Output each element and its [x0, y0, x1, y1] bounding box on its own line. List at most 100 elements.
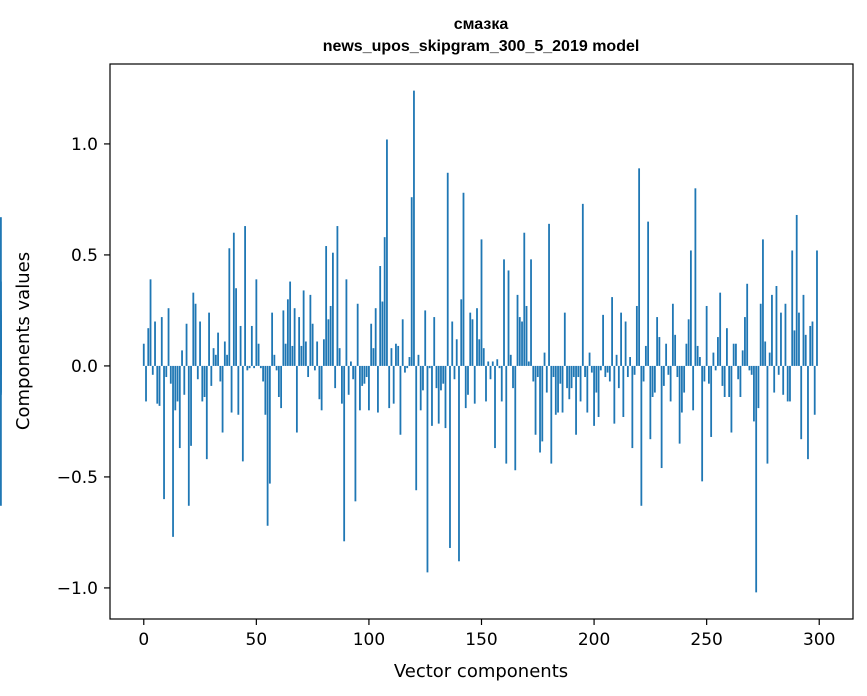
- bar-168: [521, 321, 523, 366]
- bar-260: [728, 365, 731, 397]
- bar-3: [149, 279, 152, 366]
- bar-157: [496, 359, 499, 366]
- bar-136: [449, 365, 451, 548]
- y-tick-label: −0.5: [57, 468, 98, 488]
- bar-229: [658, 337, 661, 366]
- bar-73: [307, 365, 310, 378]
- bar-77: [316, 341, 319, 366]
- bar-174: [534, 365, 537, 435]
- bar-138: [453, 365, 456, 380]
- bar-221: [640, 365, 643, 506]
- bar-194: [579, 365, 582, 402]
- bar-298: [813, 365, 816, 415]
- bar-187: [563, 312, 566, 366]
- bar-67: [293, 308, 296, 366]
- bar-15: [176, 365, 179, 402]
- bar-7: [158, 365, 161, 406]
- bar-99: [365, 365, 368, 378]
- bar-134: [444, 365, 447, 429]
- bar-208: [611, 297, 613, 366]
- bar-123: [419, 365, 422, 411]
- x-tick-label: 150: [465, 630, 497, 650]
- bar-272: [755, 365, 758, 593]
- bar-24: [196, 365, 199, 380]
- bar-20: [187, 365, 190, 506]
- bar-43: [239, 325, 242, 366]
- bar-151: [482, 348, 485, 366]
- bar-251: [708, 365, 710, 384]
- bar-249: [703, 365, 706, 382]
- y-axis: −1.0 −0.5 0.0 0.5 1.0: [57, 135, 110, 599]
- bar-98: [363, 365, 366, 384]
- bar-213: [622, 365, 625, 417]
- bar-76: [313, 365, 316, 371]
- bar-82: [327, 319, 330, 366]
- bar-116: [404, 365, 406, 373]
- bar-288: [791, 250, 794, 366]
- bar-150: [480, 239, 483, 366]
- bar-125: [424, 310, 427, 366]
- bar-203: [599, 365, 602, 371]
- bar-undefined: [0, 365, 2, 506]
- bar-65: [289, 281, 292, 366]
- bar-111: [392, 365, 395, 404]
- bar-33: [217, 332, 219, 366]
- bar-42: [237, 365, 240, 415]
- bar-35: [221, 365, 224, 433]
- bar-141: [460, 299, 463, 366]
- bar-230: [660, 365, 663, 469]
- bar-87: [338, 348, 341, 366]
- bar-173: [532, 365, 535, 382]
- y-tick-label: −1.0: [57, 579, 98, 599]
- bar-86: [336, 226, 339, 366]
- bar-212: [620, 312, 622, 366]
- bar-254: [714, 365, 717, 371]
- bar-227: [653, 365, 656, 393]
- bar-241: [685, 343, 688, 366]
- bar-142: [462, 192, 465, 366]
- bar-149: [478, 339, 481, 366]
- x-tick-label: 200: [578, 630, 610, 650]
- chart-title-line2: news_upos_skipgram_300_5_2019 model: [323, 38, 640, 55]
- bar-115: [401, 319, 404, 366]
- bar-202: [597, 365, 600, 417]
- bar-283: [780, 312, 782, 366]
- bar-49: [253, 365, 255, 369]
- x-axis: 0 50 100 150 200 250 300: [138, 619, 835, 650]
- bar-163: [509, 354, 512, 366]
- bar-242: [687, 319, 690, 366]
- bar-18: [183, 365, 186, 395]
- bar-262: [732, 343, 735, 366]
- bar-211: [617, 365, 620, 389]
- bar-218: [633, 365, 636, 375]
- bar-16: [178, 365, 181, 449]
- bar-0: [142, 343, 145, 366]
- bar-55: [266, 365, 269, 526]
- bar-68: [295, 365, 298, 433]
- bar-119: [410, 197, 413, 366]
- bar-5: [154, 321, 156, 366]
- bar-299: [816, 250, 818, 366]
- bar-226: [651, 365, 654, 397]
- bar-182: [552, 365, 555, 378]
- bar-131: [437, 365, 440, 424]
- bar-162: [507, 270, 510, 366]
- bar-9: [163, 365, 165, 500]
- bar-235: [671, 303, 674, 366]
- bar-232: [665, 343, 668, 366]
- bar-185: [559, 365, 562, 384]
- bar-250: [705, 305, 708, 366]
- bar-292: [800, 365, 803, 440]
- bar-204: [602, 314, 604, 366]
- bar-234: [669, 365, 672, 402]
- bar-109: [388, 365, 391, 409]
- bar-216: [629, 357, 631, 366]
- bar-22: [192, 292, 195, 366]
- bar-72: [304, 341, 307, 366]
- bar-183: [554, 365, 557, 415]
- bar-83: [329, 305, 332, 366]
- bar-26: [201, 365, 204, 402]
- bar-284: [782, 365, 785, 395]
- x-tick-label: 300: [803, 630, 835, 650]
- bar-196: [584, 365, 586, 378]
